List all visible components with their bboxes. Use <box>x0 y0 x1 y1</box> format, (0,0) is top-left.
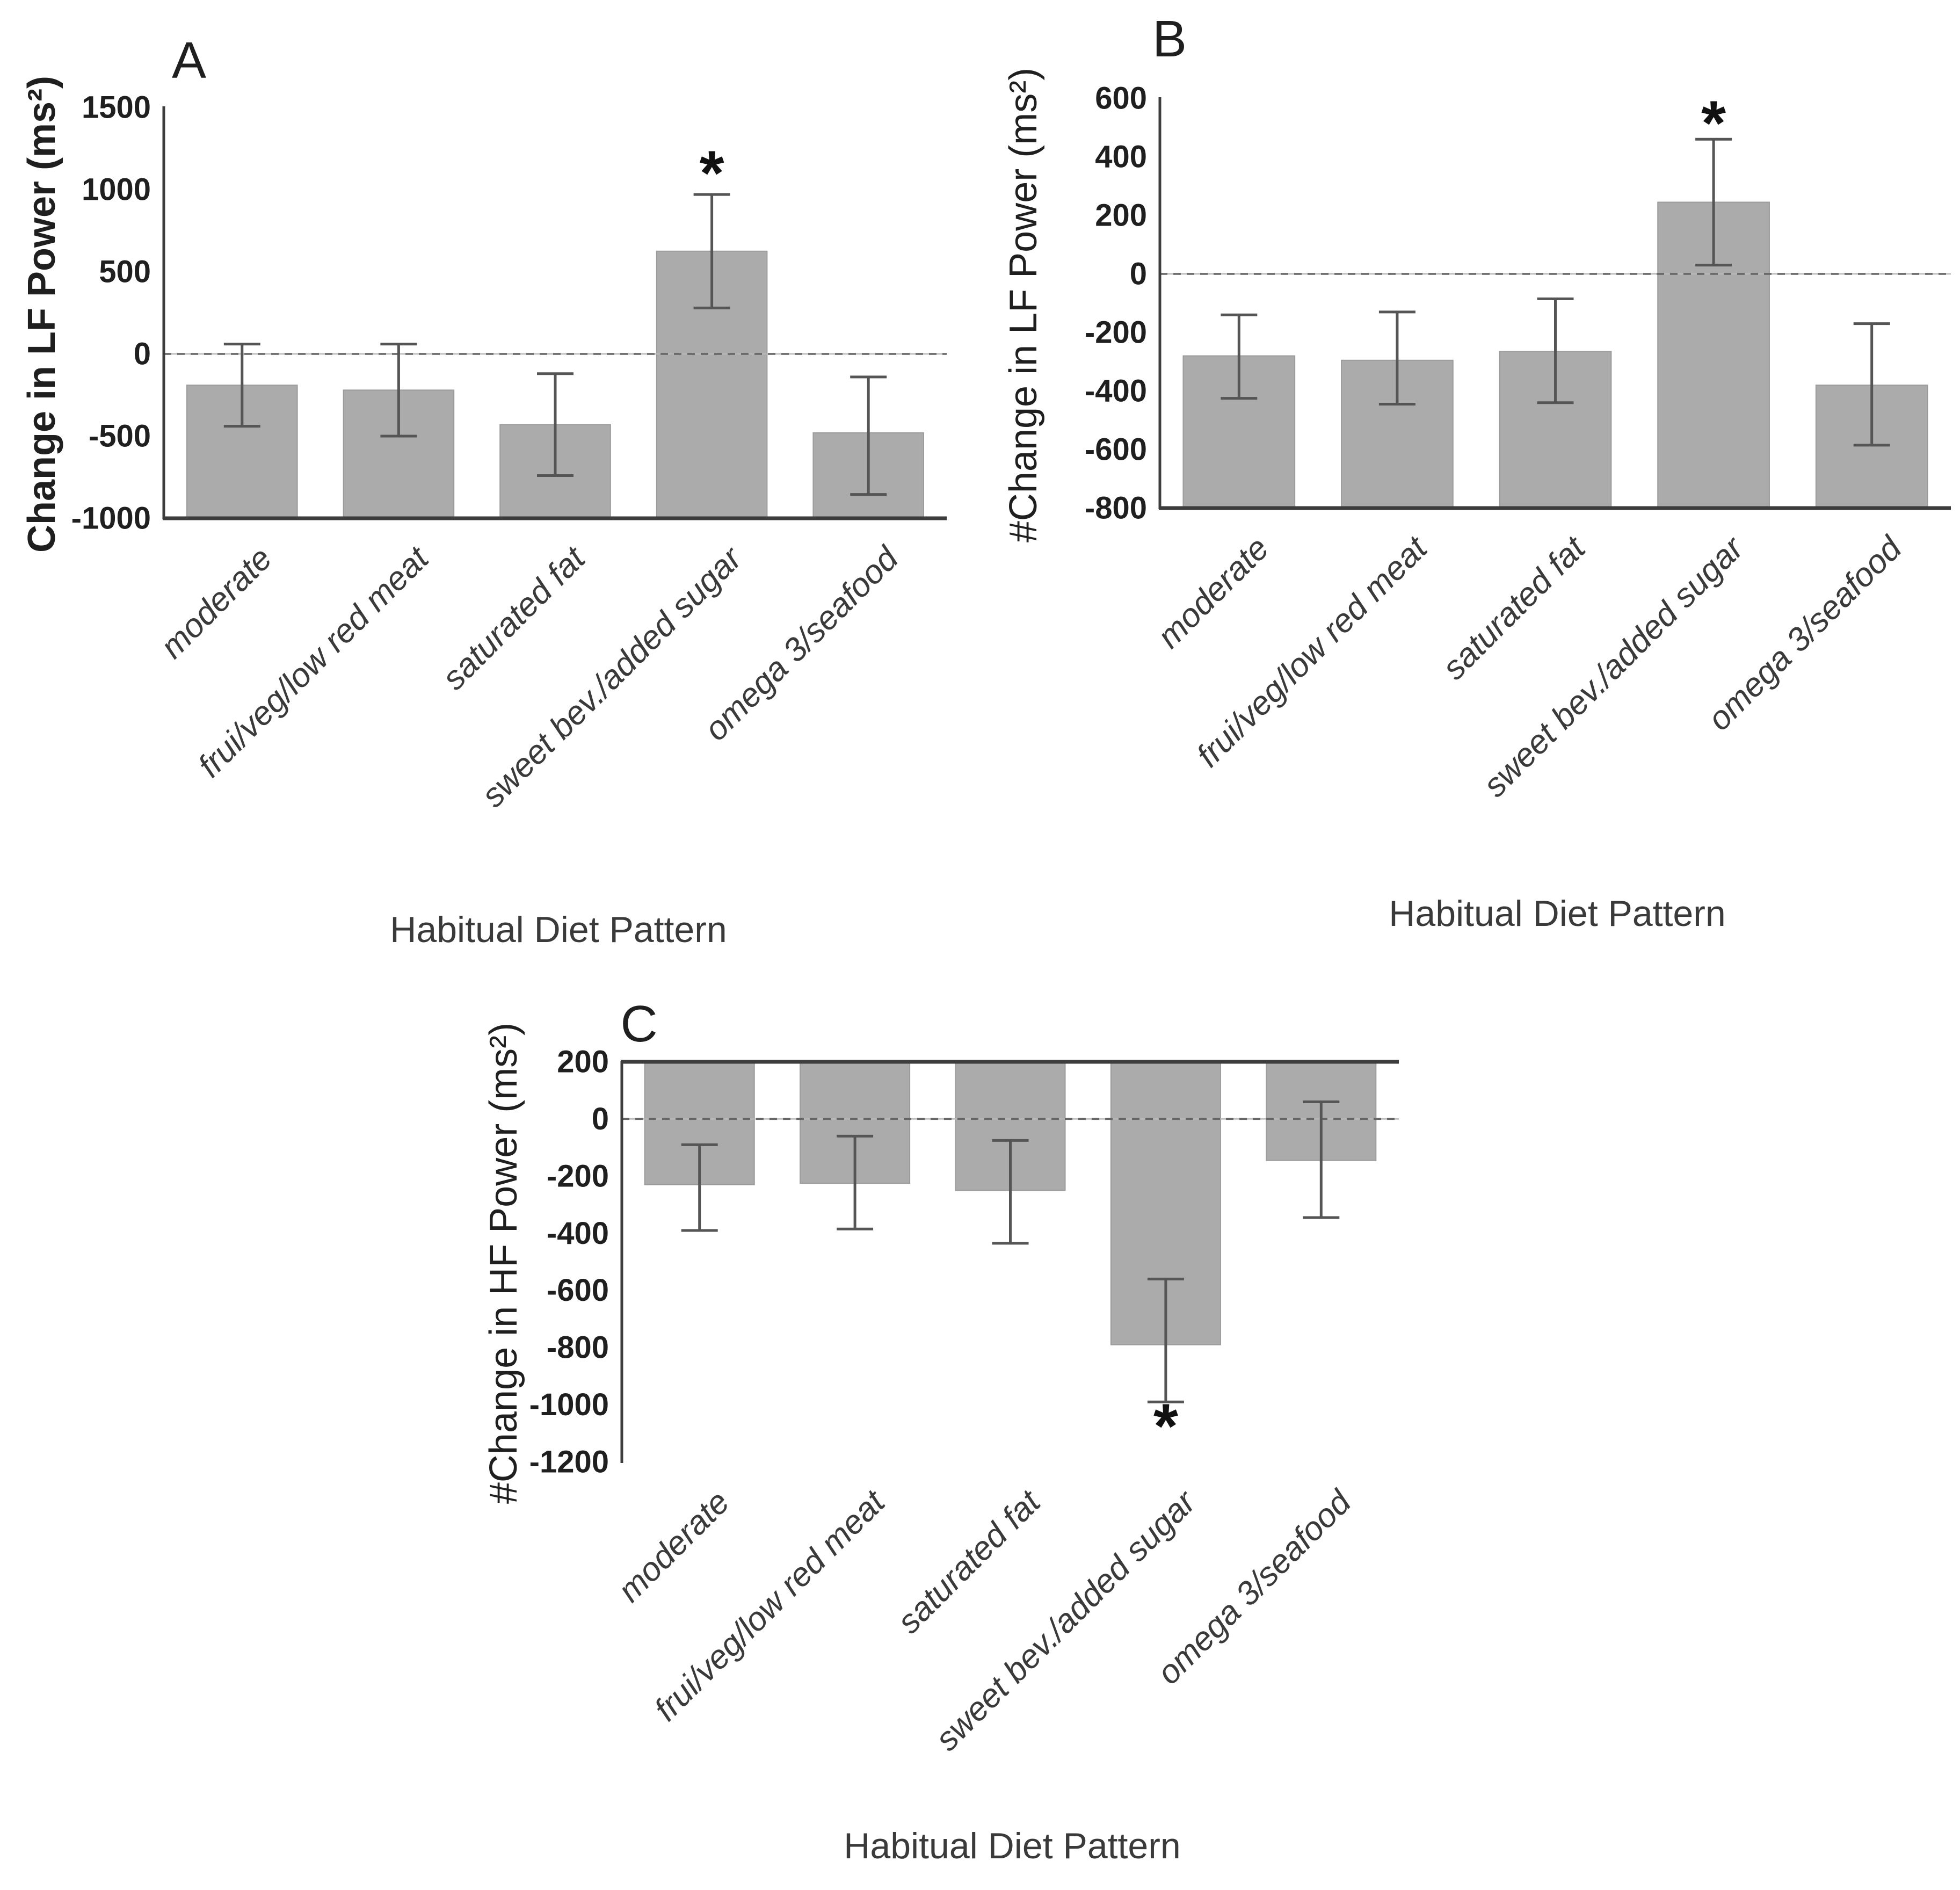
significance-asterisk: * <box>1153 1391 1178 1461</box>
y-tick-label--1200: -1200 <box>529 1445 609 1480</box>
y-tick-label--400: -400 <box>1085 374 1147 409</box>
x-axis-title-b: Habitual Diet Pattern <box>1389 893 1726 934</box>
panel-a: *150010005000-500-1000moderatefrui/veg/l… <box>71 90 947 815</box>
y-tick-label-1000: 1000 <box>82 172 151 207</box>
error-bar-3 <box>537 372 574 477</box>
panel-c: *2000-200-400-600-800-1000-1200moderatef… <box>529 1045 1399 1758</box>
y-tick-label--1000: -1000 <box>529 1387 609 1422</box>
category-label-3: saturated fat <box>435 539 593 697</box>
y-tick-label-500: 500 <box>99 255 151 289</box>
x-axis-title-c: Habitual Diet Pattern <box>844 1826 1181 1866</box>
y-tick-label-200: 200 <box>557 1045 609 1080</box>
x-axis-title-a: Habitual Diet Pattern <box>390 909 727 950</box>
error-bar-2 <box>380 343 417 438</box>
significance-asterisk: * <box>1701 88 1726 158</box>
error-bar-3 <box>1537 297 1574 404</box>
y-axis-title-c: #Change in HF Power (ms²) <box>482 1022 525 1504</box>
error-bar-4 <box>1147 1277 1184 1403</box>
category-label-3: saturated fat <box>1435 528 1593 686</box>
error-bar-4 <box>693 193 730 309</box>
category-label-1: moderate <box>611 1483 737 1609</box>
category-label-1: moderate <box>154 540 279 665</box>
error-bar-1 <box>223 343 260 428</box>
error-bar-1 <box>1221 313 1258 400</box>
y-axis-title-a: Change in LF Power (ms²) <box>20 75 63 553</box>
error-bar-5 <box>850 375 887 496</box>
y-tick-label-600: 600 <box>1095 81 1147 116</box>
panel-letter-b: B <box>1152 10 1187 68</box>
category-label-4: sweet bev./added sugar <box>928 1483 1204 1758</box>
y-tick-label--600: -600 <box>1085 432 1147 467</box>
y-tick-label-1500: 1500 <box>82 90 151 125</box>
y-tick-label--1000: -1000 <box>71 501 151 536</box>
y-tick-label--800: -800 <box>547 1330 609 1365</box>
panel-letter-a: A <box>171 32 207 89</box>
y-tick-label-0: 0 <box>134 337 151 372</box>
y-tick-label--200: -200 <box>547 1158 609 1193</box>
category-label-1: moderate <box>1150 530 1276 655</box>
panel-b: *6004002000-200-400-600-800moderatefrui/… <box>1085 81 1951 805</box>
error-bar-3 <box>992 1139 1029 1245</box>
y-tick-label--600: -600 <box>547 1273 609 1308</box>
error-bar-2 <box>837 1134 874 1230</box>
y-tick-label--500: -500 <box>89 419 151 454</box>
y-tick-label--800: -800 <box>1085 491 1147 526</box>
y-axis-title-b: #Change in LF Power (ms²) <box>1002 67 1045 543</box>
y-tick-label-200: 200 <box>1095 198 1147 233</box>
error-bar-2 <box>1378 310 1415 406</box>
y-tick-label-400: 400 <box>1095 140 1147 175</box>
y-tick-label-0: 0 <box>592 1102 609 1136</box>
y-tick-label--400: -400 <box>547 1216 609 1251</box>
error-bar-5 <box>1853 322 1890 447</box>
panel-letter-c: C <box>620 995 658 1053</box>
error-bar-1 <box>681 1143 718 1232</box>
category-label-4: sweet bev./added sugar <box>1476 529 1752 805</box>
significance-asterisk: * <box>700 137 724 208</box>
category-label-3: saturated fat <box>890 1482 1048 1640</box>
y-tick-label-0: 0 <box>1130 257 1147 292</box>
y-tick-label--200: -200 <box>1085 315 1147 350</box>
error-bar-4 <box>1695 137 1732 267</box>
error-bar-5 <box>1303 1100 1340 1219</box>
category-label-4: sweet bev./added sugar <box>475 539 750 815</box>
